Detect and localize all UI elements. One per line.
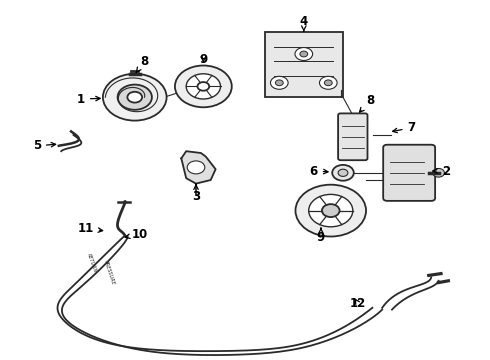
Polygon shape xyxy=(181,151,216,184)
Circle shape xyxy=(270,76,288,89)
Circle shape xyxy=(295,48,313,60)
Text: 2: 2 xyxy=(433,165,450,177)
Text: 9: 9 xyxy=(317,228,325,244)
Text: 9: 9 xyxy=(199,53,207,66)
Circle shape xyxy=(319,76,337,89)
Text: RETURN: RETURN xyxy=(86,252,98,273)
Text: 5: 5 xyxy=(33,139,56,152)
Text: 8: 8 xyxy=(136,55,148,73)
Circle shape xyxy=(332,165,354,181)
Circle shape xyxy=(338,169,348,176)
Circle shape xyxy=(127,92,142,103)
Text: 12: 12 xyxy=(349,297,366,310)
Circle shape xyxy=(300,51,308,57)
Text: 6: 6 xyxy=(310,165,328,177)
FancyBboxPatch shape xyxy=(338,113,368,160)
Text: 8: 8 xyxy=(360,94,374,112)
Circle shape xyxy=(324,80,332,86)
Circle shape xyxy=(103,74,167,121)
Circle shape xyxy=(187,161,205,174)
Text: 11: 11 xyxy=(77,222,103,235)
Circle shape xyxy=(275,80,283,86)
Circle shape xyxy=(295,185,366,237)
FancyBboxPatch shape xyxy=(265,32,343,97)
Circle shape xyxy=(433,168,444,177)
Text: 3: 3 xyxy=(192,184,200,203)
Text: 1: 1 xyxy=(77,93,100,105)
Circle shape xyxy=(309,194,353,227)
Circle shape xyxy=(322,204,340,217)
Circle shape xyxy=(186,74,220,99)
Text: 7: 7 xyxy=(392,121,416,134)
Text: PRESSURE: PRESSURE xyxy=(103,259,116,285)
FancyBboxPatch shape xyxy=(383,145,435,201)
Text: 10: 10 xyxy=(125,228,148,240)
Circle shape xyxy=(197,82,209,91)
Circle shape xyxy=(175,66,232,107)
Circle shape xyxy=(118,85,152,110)
Text: 4: 4 xyxy=(300,15,308,31)
